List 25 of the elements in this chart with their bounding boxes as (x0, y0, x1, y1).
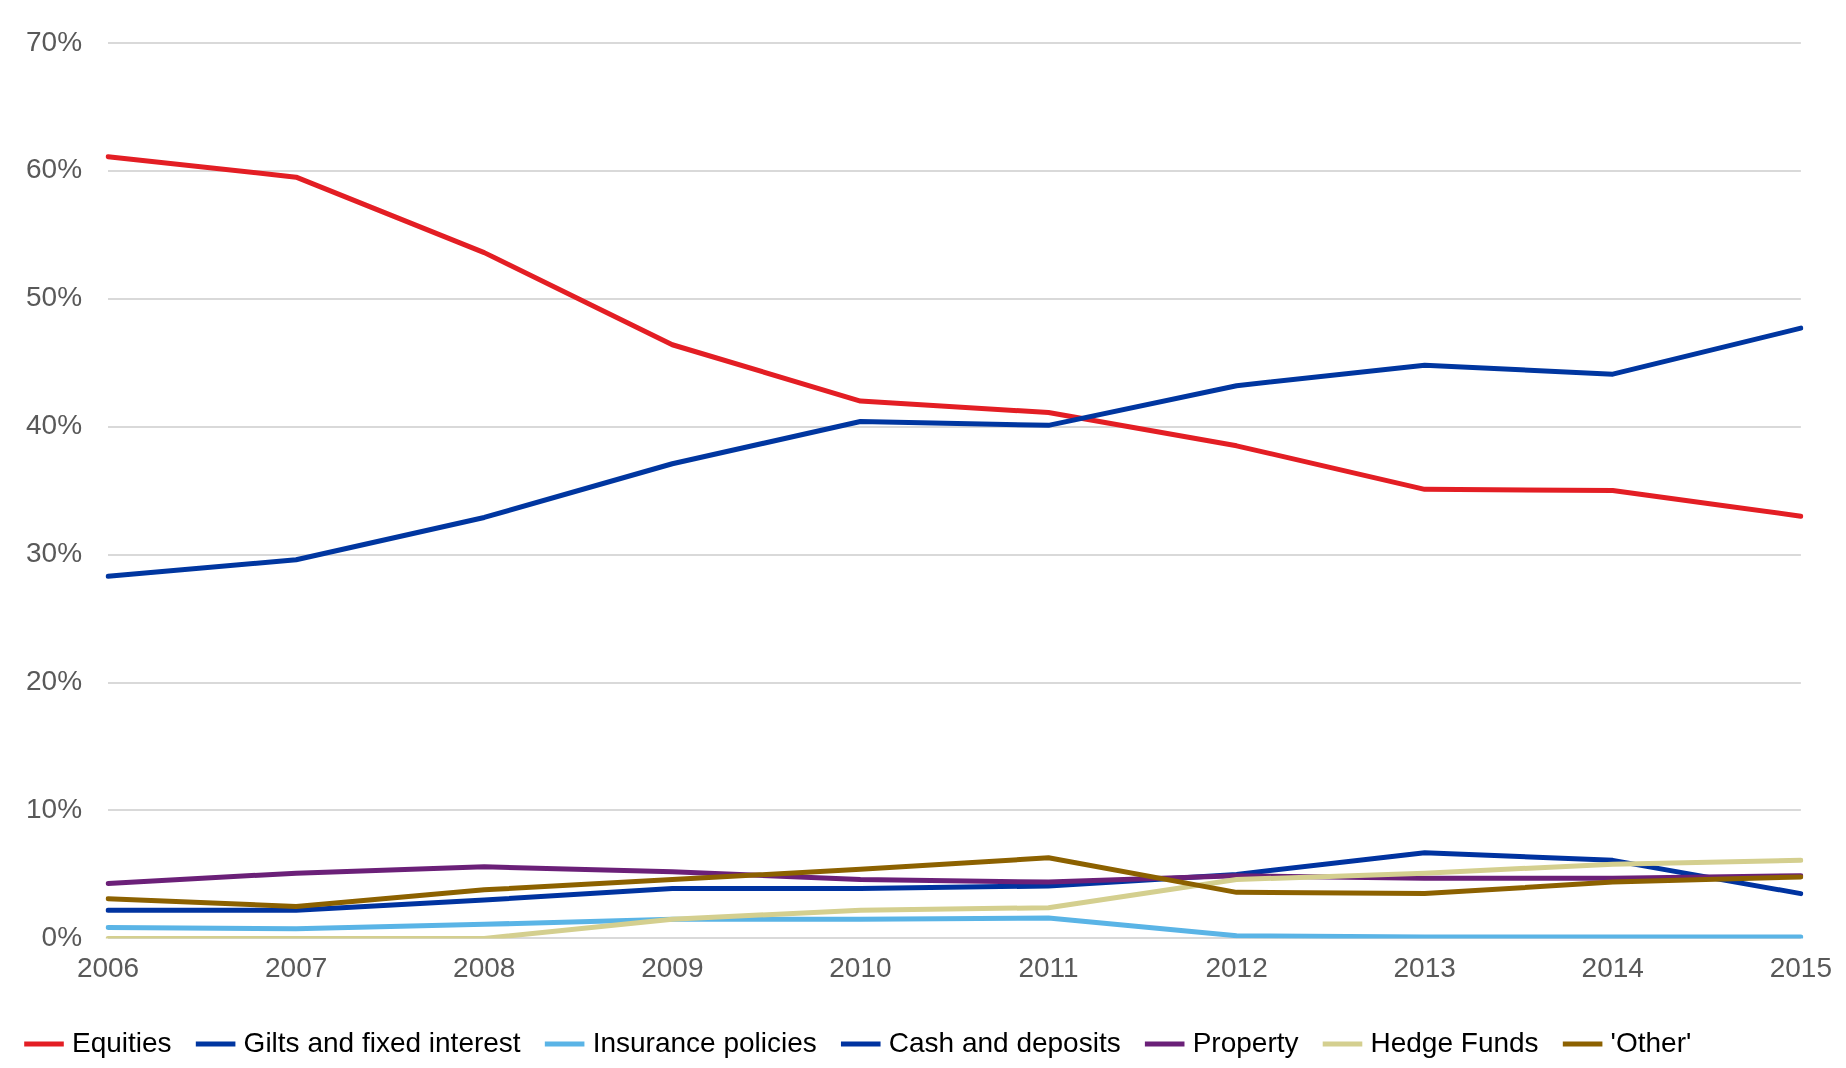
x-tick-label: 2011 (1018, 951, 1079, 983)
x-tick-label: 2010 (829, 951, 892, 983)
y-tick-label: 50% (25, 281, 83, 313)
x-tick-label: 2015 (1769, 951, 1832, 983)
y-tick-label: 60% (25, 153, 83, 185)
y-tick-label: 40% (25, 409, 83, 441)
y-tick-label: 10% (25, 793, 83, 825)
x-tick-label: 2007 (264, 951, 328, 983)
x-tick-label: 2013 (1393, 951, 1456, 983)
y-tick-label: 30% (25, 537, 83, 569)
legend-label: Property (1192, 1026, 1299, 1058)
legend-label: Insurance policies (592, 1026, 817, 1058)
y-tick-label: 0% (41, 921, 83, 953)
x-tick-label: 2006 (76, 951, 140, 983)
x-tick-label: 2009 (641, 951, 704, 983)
y-tick-label: 70% (25, 25, 83, 57)
x-tick-label: 2008 (453, 951, 516, 983)
legend-label: Cash and deposits (888, 1026, 1121, 1058)
legend-label: Equities (72, 1026, 172, 1058)
y-tick-label: 20% (25, 665, 83, 697)
x-tick-label: 2012 (1205, 951, 1268, 983)
x-tick-label: 2014 (1581, 951, 1644, 983)
legend-label: Gilts and fixed interest (243, 1026, 521, 1058)
legend-label: Hedge Funds (1370, 1026, 1539, 1058)
legend-label: 'Other' (1610, 1026, 1692, 1058)
